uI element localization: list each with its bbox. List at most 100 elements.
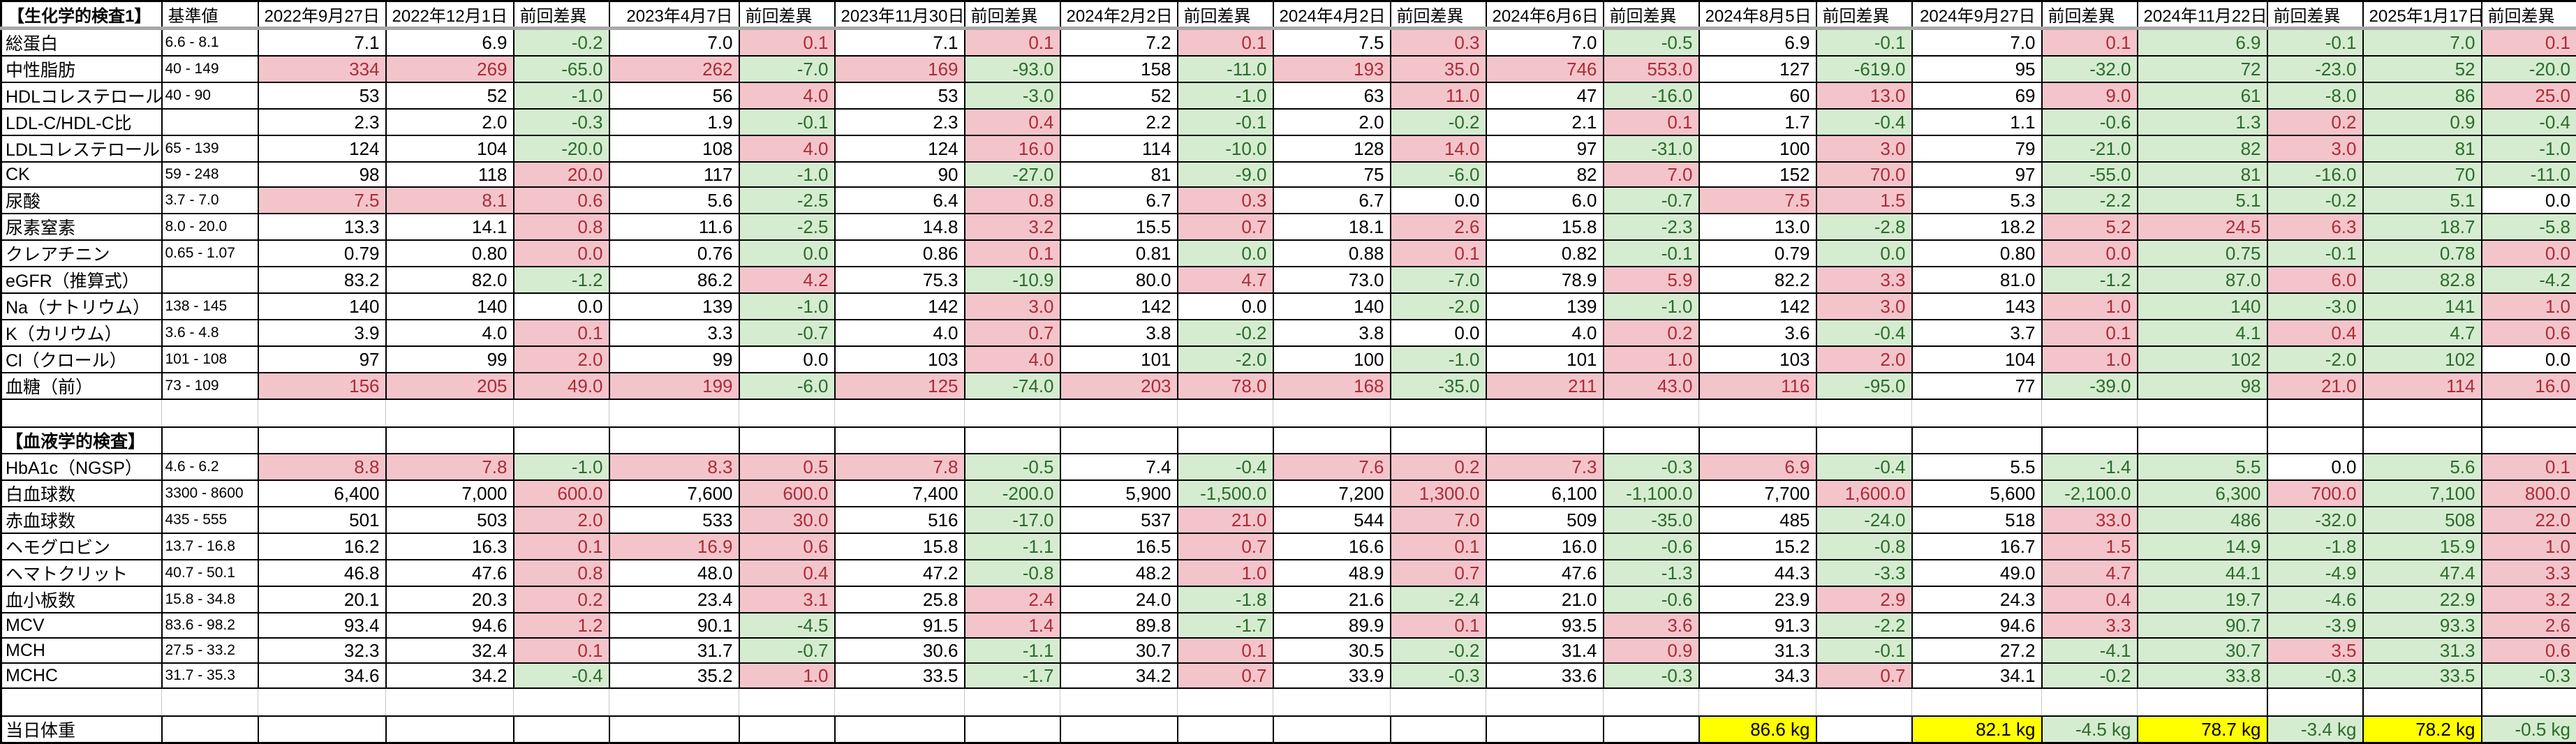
- diff-cell[interactable]: 2.4: [965, 586, 1060, 613]
- diff-cell[interactable]: 0.0: [1816, 240, 1912, 267]
- value-cell[interactable]: 103: [1699, 346, 1816, 373]
- spacer-cell[interactable]: [1178, 399, 1273, 427]
- diff-cell[interactable]: 0.1: [514, 638, 609, 663]
- weight-diff-cell[interactable]: -3.4 kg: [2267, 716, 2363, 743]
- diff-cell[interactable]: -0.7: [739, 320, 835, 346]
- value-cell[interactable]: 77: [1912, 373, 2042, 399]
- diff-cell[interactable]: 1.4: [965, 613, 1060, 638]
- value-cell[interactable]: 7.0: [1912, 29, 2042, 57]
- spacer-cell[interactable]: [162, 399, 258, 427]
- value-cell[interactable]: 46.8: [258, 560, 386, 586]
- diff-cell[interactable]: -1.0: [1178, 82, 1273, 109]
- spacer-cell[interactable]: [1273, 399, 1391, 427]
- diff-cell[interactable]: -1.0: [2482, 135, 2576, 162]
- diff-cell[interactable]: 0.7: [1178, 214, 1273, 240]
- spacer-cell[interactable]: [1486, 399, 1604, 427]
- value-cell[interactable]: 33.9: [1273, 663, 1391, 688]
- value-cell[interactable]: 6.7: [1273, 187, 1391, 214]
- value-cell[interactable]: 7,100: [2363, 480, 2482, 507]
- spacer-cell[interactable]: [1, 399, 162, 427]
- weight-diff-cell[interactable]: [1391, 716, 1486, 743]
- diff-cell[interactable]: 3.2: [2482, 586, 2576, 613]
- value-cell[interactable]: 103: [835, 346, 965, 373]
- diff-cell[interactable]: [739, 427, 835, 454]
- diff-cell[interactable]: -65.0: [514, 56, 609, 82]
- value-cell[interactable]: 0.80: [386, 240, 514, 267]
- value-cell[interactable]: 98: [2138, 373, 2267, 399]
- value-cell[interactable]: [2138, 427, 2267, 454]
- diff-cell[interactable]: -4.6: [2267, 586, 2363, 613]
- value-cell[interactable]: 199: [609, 373, 739, 399]
- diff-cell[interactable]: 1.0: [2482, 533, 2576, 560]
- spacer-cell[interactable]: [739, 688, 835, 716]
- diff-column-header[interactable]: 前回差異: [1391, 1, 1486, 29]
- value-cell[interactable]: 7.5: [258, 187, 386, 214]
- spacer-cell[interactable]: [965, 688, 1060, 716]
- value-cell[interactable]: 6,300: [2138, 480, 2267, 507]
- value-cell[interactable]: 61: [2138, 82, 2267, 109]
- spacer-cell[interactable]: [514, 688, 609, 716]
- value-cell[interactable]: 7,200: [1273, 480, 1391, 507]
- reference-range-cell[interactable]: 101 - 108: [162, 346, 258, 373]
- value-cell[interactable]: 90.7: [2138, 613, 2267, 638]
- spacer-cell[interactable]: [2138, 688, 2267, 716]
- value-cell[interactable]: 8.8: [258, 454, 386, 480]
- date-column-header[interactable]: 2022年12月1日: [386, 1, 514, 29]
- spacer-cell[interactable]: [1, 688, 162, 716]
- spacer-cell[interactable]: [1912, 688, 2042, 716]
- diff-cell[interactable]: -0.2: [1391, 638, 1486, 663]
- value-cell[interactable]: 73.0: [1273, 267, 1391, 293]
- reference-range-cell[interactable]: 435 - 555: [162, 507, 258, 533]
- value-cell[interactable]: 20.1: [258, 586, 386, 613]
- value-cell[interactable]: 100: [1273, 346, 1391, 373]
- row-label[interactable]: Na（ナトリウム）: [1, 293, 162, 320]
- diff-cell[interactable]: -2.4: [1391, 586, 1486, 613]
- reference-range-cell[interactable]: 0.65 - 1.07: [162, 240, 258, 267]
- spacer-cell[interactable]: [609, 688, 739, 716]
- value-cell[interactable]: 89.8: [1060, 613, 1178, 638]
- value-cell[interactable]: 3.3: [609, 320, 739, 346]
- reference-range-cell[interactable]: 40.7 - 50.1: [162, 560, 258, 586]
- diff-cell[interactable]: 1.0: [2482, 293, 2576, 320]
- diff-cell[interactable]: -23.0: [2267, 56, 2363, 82]
- value-cell[interactable]: 87.0: [2138, 267, 2267, 293]
- reference-range-cell[interactable]: 65 - 139: [162, 135, 258, 162]
- date-column-header[interactable]: 2024年9月27日: [1912, 1, 2042, 29]
- value-cell[interactable]: 0.75: [2138, 240, 2267, 267]
- value-cell[interactable]: 5.5: [1912, 454, 2042, 480]
- row-label[interactable]: 尿酸: [1, 187, 162, 214]
- value-cell[interactable]: 31.7: [609, 638, 739, 663]
- diff-cell[interactable]: 0.0: [2482, 346, 2576, 373]
- value-cell[interactable]: 124: [258, 135, 386, 162]
- value-cell[interactable]: 1.1: [1912, 109, 2042, 135]
- value-cell[interactable]: 81: [1060, 162, 1178, 187]
- diff-cell[interactable]: -2,100.0: [2042, 480, 2138, 507]
- value-cell[interactable]: 0.79: [1699, 240, 1816, 267]
- date-column-header[interactable]: 2022年9月27日: [258, 1, 386, 29]
- diff-cell[interactable]: -1.0: [514, 454, 609, 480]
- value-cell[interactable]: 82.0: [386, 267, 514, 293]
- value-cell[interactable]: 30.6: [835, 638, 965, 663]
- diff-cell[interactable]: 0.1: [1391, 533, 1486, 560]
- weight-diff-cell[interactable]: [739, 716, 835, 743]
- value-cell[interactable]: 114: [1060, 135, 1178, 162]
- diff-cell[interactable]: 4.0: [965, 346, 1060, 373]
- value-cell[interactable]: 82: [1486, 162, 1604, 187]
- value-cell[interactable]: 100: [1699, 135, 1816, 162]
- reference-range-cell[interactable]: [162, 267, 258, 293]
- value-cell[interactable]: 7,000: [386, 480, 514, 507]
- diff-cell[interactable]: 0.1: [2482, 454, 2576, 480]
- value-cell[interactable]: 18.2: [1912, 214, 2042, 240]
- spacer-cell[interactable]: [1816, 688, 1912, 716]
- value-cell[interactable]: 6.7: [1060, 187, 1178, 214]
- diff-column-header[interactable]: 前回差異: [2482, 1, 2576, 29]
- value-cell[interactable]: 72: [2138, 56, 2267, 82]
- value-cell[interactable]: 8.3: [609, 454, 739, 480]
- value-cell[interactable]: 0.86: [835, 240, 965, 267]
- value-cell[interactable]: 139: [1486, 293, 1604, 320]
- value-cell[interactable]: 7.5: [1699, 187, 1816, 214]
- diff-cell[interactable]: 1.0: [1604, 346, 1699, 373]
- diff-cell[interactable]: 0.2: [1391, 454, 1486, 480]
- value-cell[interactable]: 509: [1486, 507, 1604, 533]
- value-cell[interactable]: 34.6: [258, 663, 386, 688]
